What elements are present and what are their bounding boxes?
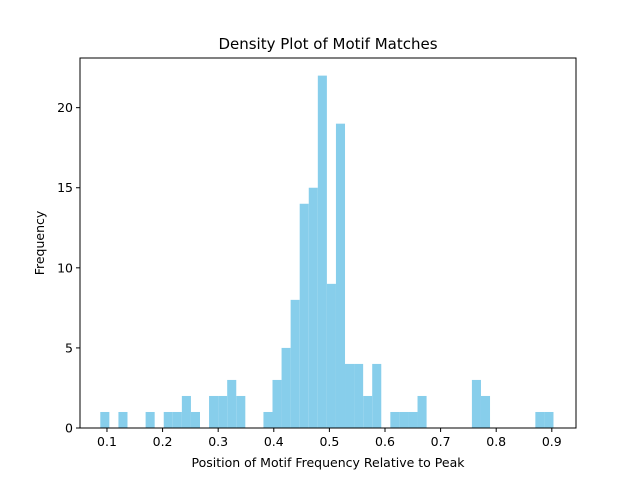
- histogram-bar: [335, 123, 346, 429]
- x-tick-label: 0.7: [431, 434, 451, 449]
- y-tick-label: 10: [57, 260, 73, 275]
- histogram-bar: [145, 411, 155, 428]
- histogram-bar: [172, 411, 182, 428]
- x-axis-ticks: 0.1 0.2 0.3 0.4 0.5 0.6 0.7 0.8 0.9: [97, 428, 562, 449]
- y-tick-label: 0: [65, 421, 73, 436]
- bars-group: [100, 75, 554, 429]
- x-axis-label: Position of Motif Frequency Relative to …: [192, 455, 466, 470]
- plot-frame: [79, 57, 577, 429]
- y-tick-label: 20: [57, 100, 73, 115]
- histogram-bar: [190, 411, 200, 428]
- histogram-bar: [272, 379, 282, 428]
- histogram-bar: [326, 283, 336, 428]
- histogram-bar: [290, 299, 300, 428]
- histogram-bar: [417, 395, 427, 428]
- histogram-bar: [317, 75, 327, 428]
- x-tick-label: 0.5: [319, 434, 339, 449]
- histogram-bar: [535, 411, 545, 428]
- histogram-bar: [299, 203, 309, 428]
- histogram-bar: [181, 395, 191, 428]
- x-tick-label: 0.6: [375, 434, 395, 449]
- histogram-bar: [209, 395, 219, 428]
- histogram-bar: [100, 411, 110, 428]
- histogram-bar: [471, 379, 481, 428]
- histogram-bar: [354, 363, 364, 428]
- histogram-bar: [372, 363, 382, 428]
- histogram-bar: [390, 411, 400, 428]
- x-tick-label: 0.2: [153, 434, 173, 449]
- histogram-bar: [163, 411, 173, 428]
- x-tick-label: 0.1: [97, 434, 117, 449]
- histogram-bar: [308, 187, 318, 428]
- histogram-bar: [399, 411, 409, 428]
- histogram-bar: [408, 411, 418, 428]
- y-axis-label: Frequency: [32, 210, 47, 275]
- histogram-bar: [227, 379, 237, 428]
- y-axis-ticks: 0 5 10 15 20: [57, 100, 80, 436]
- x-tick-label: 0.8: [486, 434, 506, 449]
- histogram-bar: [218, 395, 228, 428]
- y-tick-label: 5: [65, 340, 73, 355]
- histogram-bar: [544, 411, 554, 428]
- histogram-bar: [236, 395, 246, 428]
- histogram-bar: [480, 395, 491, 428]
- chart-title: Density Plot of Motif Matches: [218, 35, 437, 53]
- x-tick-label: 0.9: [542, 434, 562, 449]
- histogram-bar: [281, 347, 291, 428]
- x-tick-label: 0.4: [264, 434, 284, 449]
- histogram-bar: [363, 395, 373, 428]
- y-tick-label: 15: [57, 180, 73, 195]
- histogram-bar: [263, 411, 273, 428]
- histogram-bar: [118, 411, 128, 428]
- x-tick-label: 0.3: [208, 434, 228, 449]
- histogram-bar: [345, 363, 355, 428]
